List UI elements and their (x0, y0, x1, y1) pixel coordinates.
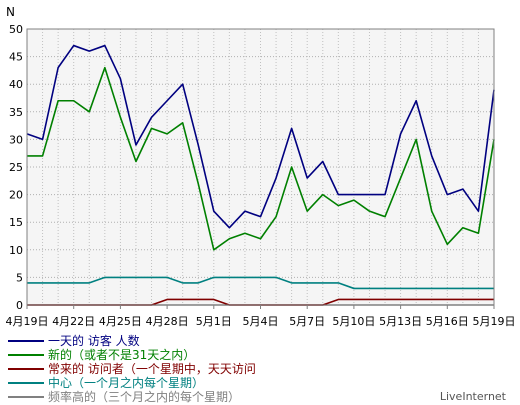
legend-item: 常来的 访问者（一个星期中，天天访问 (8, 362, 256, 376)
legend-swatch (8, 382, 44, 384)
legend-swatch (8, 396, 44, 398)
x-tick-labels: 4月19日 4月22日 4月25日 4月28日 5月1日 5月4日 5月7日 5月10日 5月1… (6, 305, 516, 328)
y-tick-label: 35 (9, 106, 23, 119)
x-tick-label: 4月28日 (146, 315, 189, 328)
legend-swatch (8, 354, 44, 356)
legend-item: 频率高的（三个月之内的每个星期） (8, 390, 256, 404)
line-chart: 0 5 10 15 20 25 30 35 40 45 50 4月19日 4月22日 4月25日 4月28… (6, 5, 516, 328)
y-tick-label: 30 (9, 133, 23, 146)
legend-swatch (8, 340, 44, 342)
series-line-3 (27, 276, 494, 290)
legend-label: 新的（或者不是31天之内） (48, 348, 196, 362)
y-tick-label: 10 (9, 244, 23, 257)
x-tick-label: 5月13日 (379, 315, 422, 328)
y-tick-label: 15 (9, 216, 23, 229)
x-tick-label: 4月22日 (52, 315, 95, 328)
legend-item: 中心（一个月之内每个星期） (8, 376, 256, 390)
x-tick-label: 4月19日 (6, 315, 49, 328)
y-tick-label: 50 (9, 23, 23, 36)
grid (26, 28, 495, 306)
x-tick-label: 5月1日 (196, 315, 232, 328)
x-tick-label: 5月16日 (426, 315, 469, 328)
y-tick-labels: 0 5 10 15 20 25 30 35 40 45 50 (9, 23, 23, 312)
legend: 一天的 访客 人数 新的（或者不是31天之内） 常来的 访问者（一个星期中，天天访问… (8, 334, 256, 404)
legend-swatch (8, 368, 44, 370)
x-tick-label: 4月25日 (99, 315, 142, 328)
y-tick-label: 0 (16, 299, 23, 312)
series-line-1 (27, 66, 495, 251)
y-tick-label: 25 (9, 161, 23, 174)
y-axis-label: N (6, 5, 15, 19)
x-tick-label: 5月10日 (332, 315, 375, 328)
x-tick-label: 5月7日 (289, 315, 325, 328)
legend-label: 中心（一个月之内每个星期） (48, 376, 205, 390)
x-tick-label: 5月19日 (473, 315, 516, 328)
y-tick-label: 5 (16, 271, 23, 284)
x-tick-label: 5月4日 (243, 315, 279, 328)
y-tick-label: 45 (9, 51, 23, 64)
y-tick-label: 40 (9, 78, 23, 91)
legend-item: 一天的 访客 人数 (8, 334, 256, 348)
legend-label: 常来的 访问者（一个星期中，天天访问 (48, 362, 256, 376)
legend-label: 频率高的（三个月之内的每个星期） (48, 390, 241, 404)
series-line-0 (26, 44, 495, 229)
y-tick-label: 20 (9, 189, 23, 202)
watermark: LiveInternet (439, 390, 506, 403)
legend-item: 新的（或者不是31天之内） (8, 348, 256, 362)
legend-label: 一天的 访客 人数 (48, 334, 140, 348)
